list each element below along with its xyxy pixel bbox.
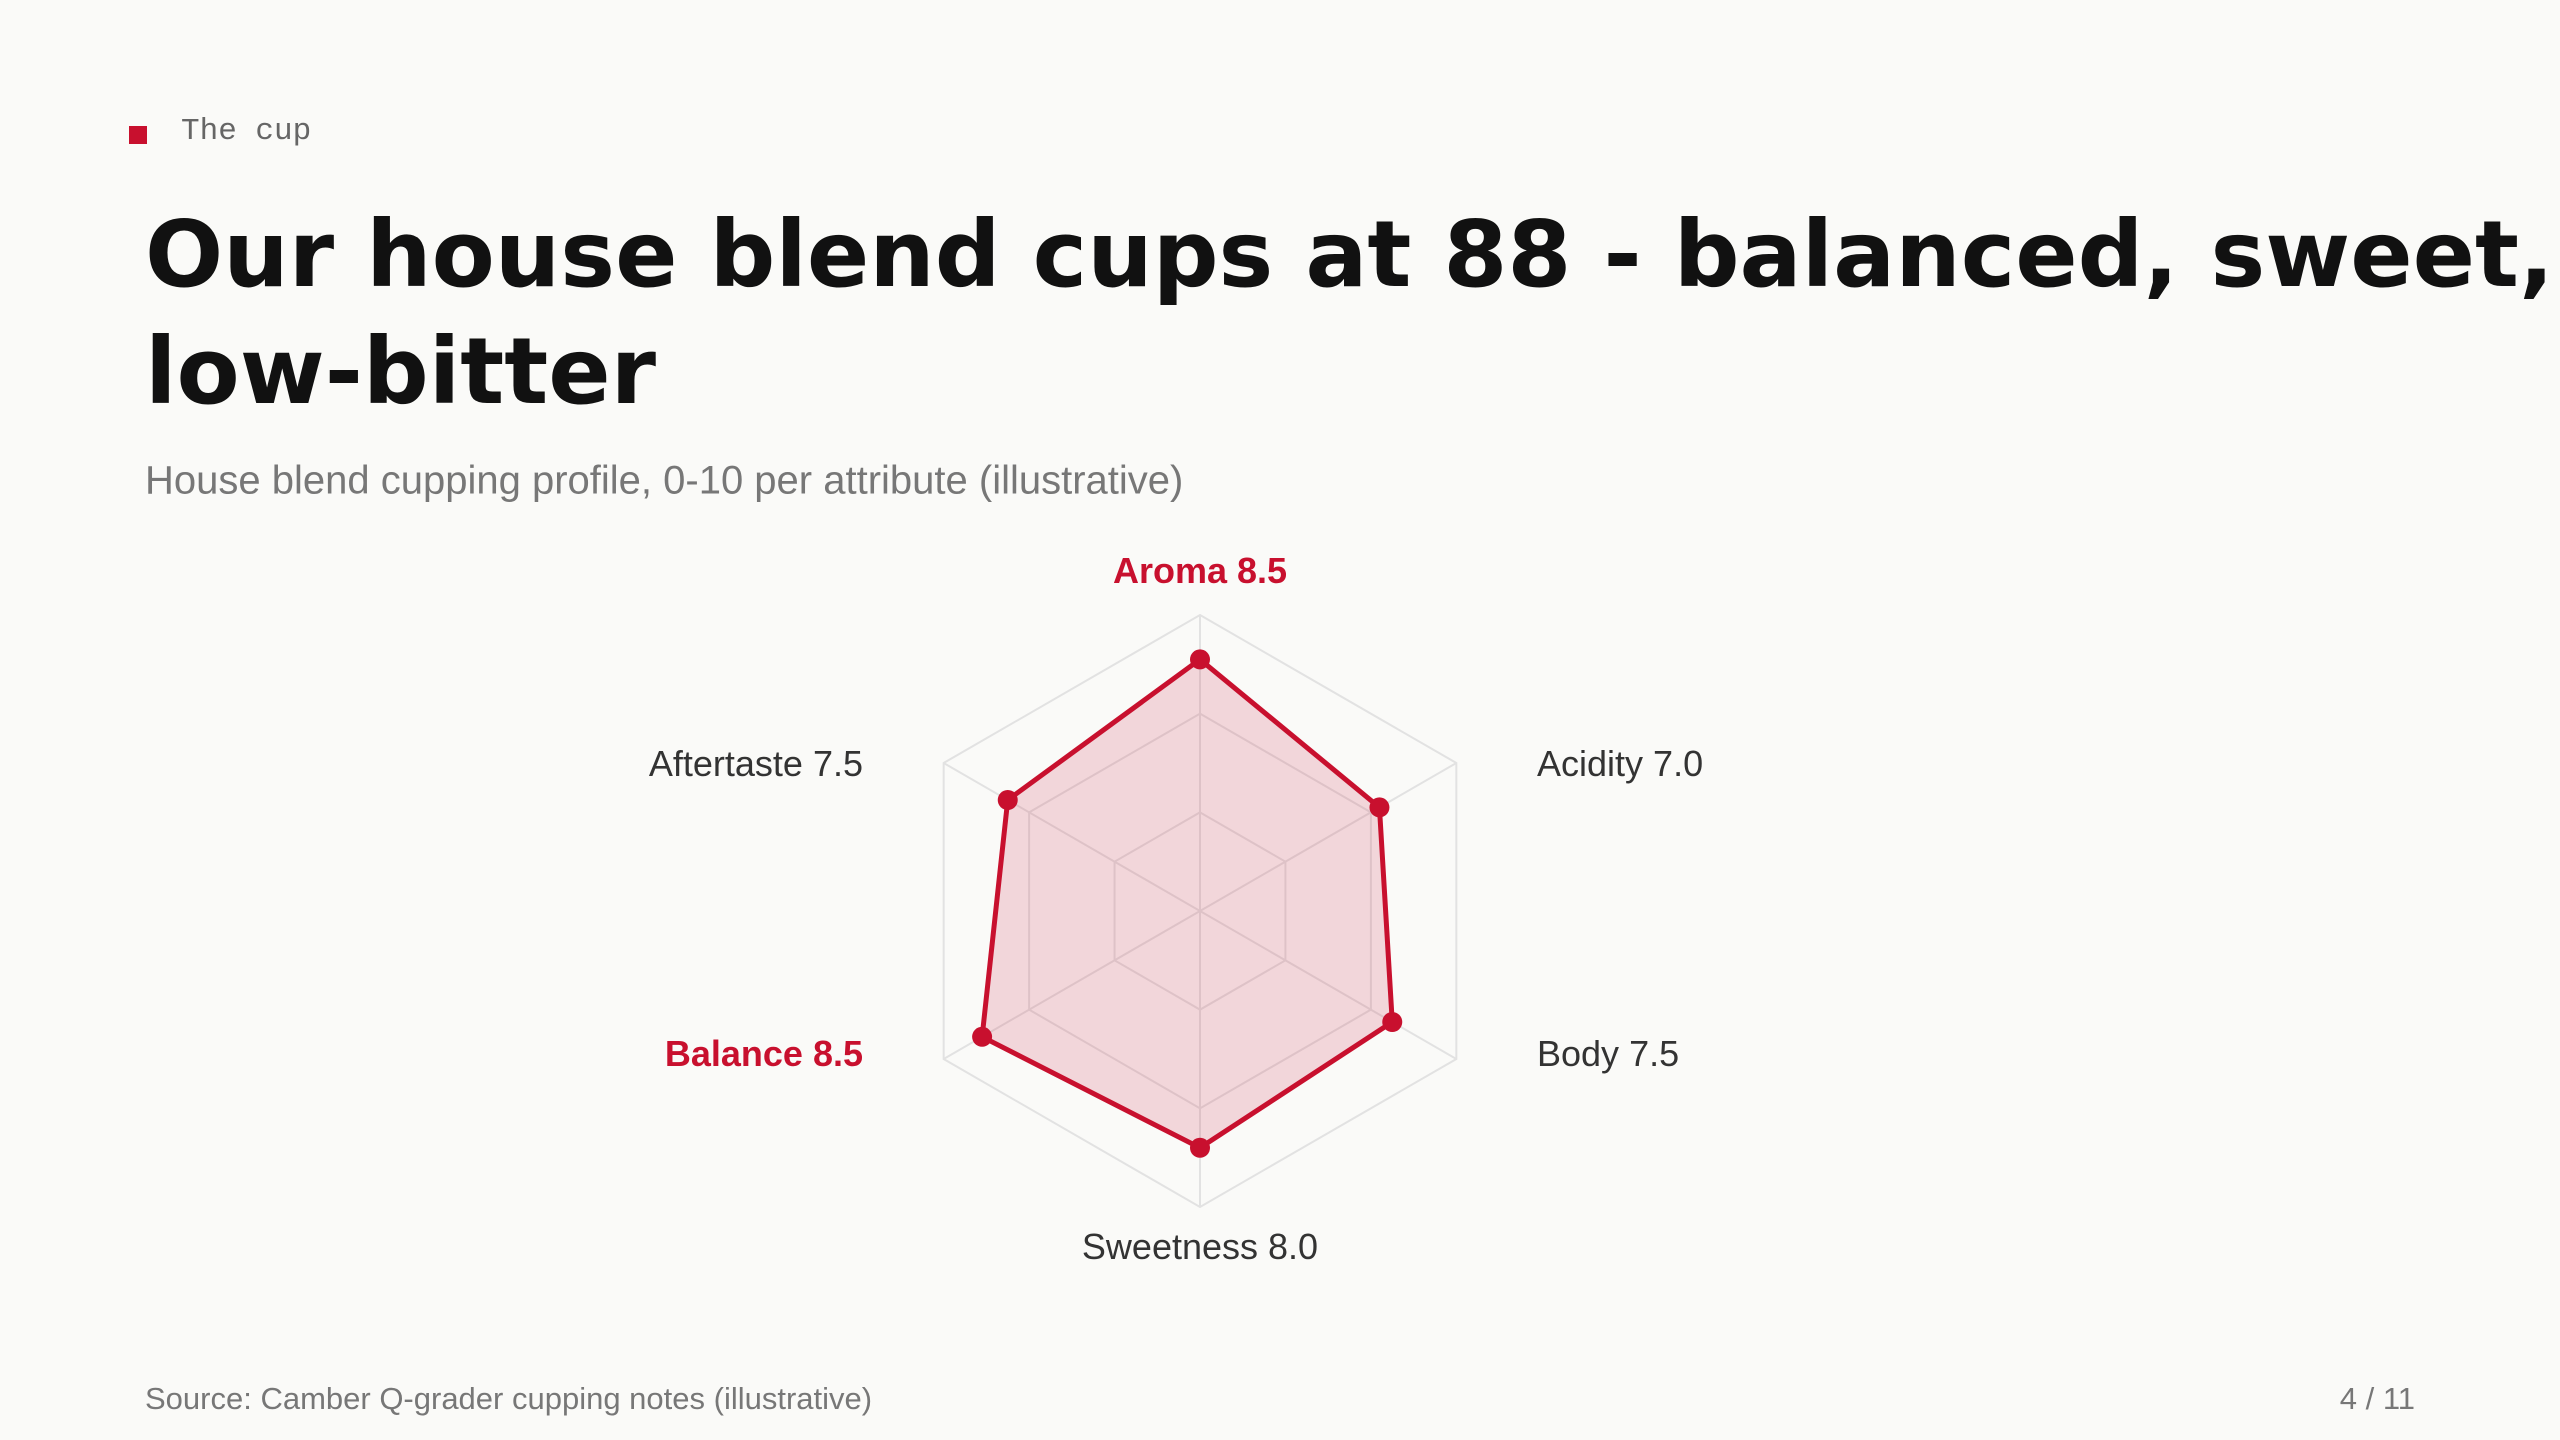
axis-label: Acidity 7.0 [1537, 743, 1703, 784]
kicker: The cup [181, 114, 311, 149]
category-label: Body [1537, 1033, 1619, 1074]
spoke [1199, 762, 1457, 912]
value-label: 7.5 [1629, 1033, 1679, 1074]
axis-label: Body 7.5 [1537, 1033, 1679, 1074]
value-label: 7.5 [813, 743, 863, 784]
chart-subtitle: House blend cupping profile, 0-10 per at… [145, 459, 1183, 503]
axis-label: Balance 8.5 [665, 1033, 863, 1074]
value-label: 8.5 [1237, 550, 1287, 591]
category-label: Balance [665, 1033, 803, 1074]
spoke [1199, 910, 1457, 1060]
chart-title: Our house blend cups at 88 - balanced, s… [145, 201, 2554, 425]
radar-point [1369, 797, 1390, 818]
radar-point [997, 790, 1018, 810]
axis-label: Aroma 8.5 [1113, 550, 1287, 591]
axis-label: Sweetness 8.0 [1082, 1226, 1318, 1267]
kicker-marker [129, 126, 147, 144]
spoke [943, 762, 1201, 912]
value-label: 8.0 [1268, 1226, 1318, 1267]
value-label: 8.5 [813, 1033, 863, 1074]
value-label: 7.0 [1653, 743, 1703, 784]
radar-point [1190, 649, 1210, 670]
page-number: 4 / 11 [2340, 1381, 2415, 1416]
axis-label: Aftertaste 7.5 [649, 743, 863, 784]
category-label: Aroma [1113, 550, 1228, 591]
category-label: Acidity [1537, 743, 1643, 784]
radar-point [1382, 1012, 1403, 1032]
radar-point [972, 1026, 993, 1047]
category-label: Sweetness [1082, 1226, 1258, 1267]
source: Source: Camber Q-grader cupping notes (i… [145, 1381, 872, 1416]
radar-area [979, 656, 1395, 1151]
category-label: Aftertaste [649, 743, 803, 784]
radar-point [1190, 1137, 1210, 1158]
